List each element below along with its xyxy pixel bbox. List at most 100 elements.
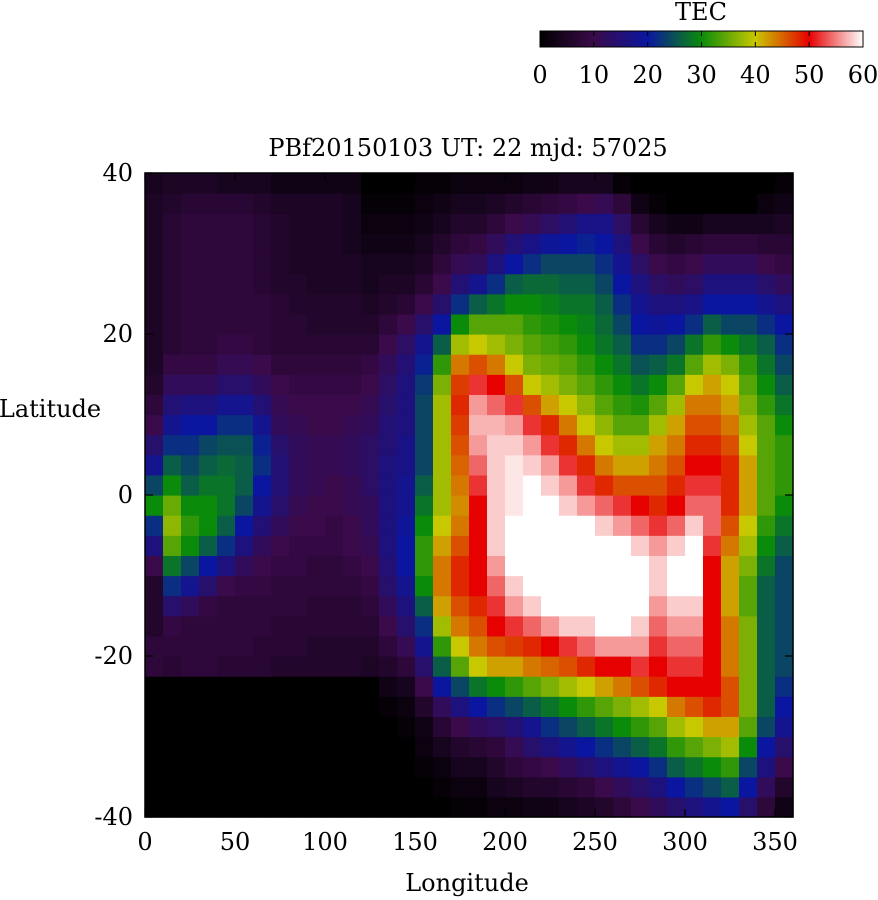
heatmap-cell xyxy=(397,656,416,677)
heatmap-cell xyxy=(505,696,524,717)
heatmap-cell xyxy=(559,233,578,255)
heatmap-cell xyxy=(667,474,686,496)
heatmap-cell xyxy=(487,575,506,597)
heatmap-cell xyxy=(397,615,416,637)
heatmap-cell xyxy=(487,796,506,818)
heatmap-cell xyxy=(145,193,164,214)
heatmap-cell xyxy=(163,414,182,436)
heatmap-cell xyxy=(487,273,506,295)
heatmap-cell xyxy=(289,434,308,456)
heatmap-cell xyxy=(595,656,614,677)
heatmap-cell xyxy=(343,716,362,738)
heatmap-cell xyxy=(577,635,596,657)
heatmap-cell xyxy=(217,676,236,697)
heatmap-cell xyxy=(361,595,380,617)
heatmap-cell xyxy=(235,414,254,436)
heatmap-cell xyxy=(433,575,452,597)
heatmap-cell xyxy=(541,454,560,476)
heatmap-cell xyxy=(775,213,794,234)
heatmap-cell xyxy=(523,213,542,234)
heatmap-cell xyxy=(541,293,560,315)
heatmap-cell xyxy=(163,656,182,677)
heatmap-cell xyxy=(739,233,758,255)
heatmap-cell xyxy=(469,756,488,778)
heatmap-cell xyxy=(613,414,632,436)
heatmap-cell xyxy=(451,354,470,375)
heatmap-cell xyxy=(145,213,164,234)
heatmap-cell xyxy=(595,555,614,577)
heatmap-cell xyxy=(199,213,218,234)
heatmap-cell xyxy=(559,635,578,657)
heatmap-cell xyxy=(325,374,344,395)
heatmap-cell xyxy=(271,253,290,275)
heatmap-cell xyxy=(253,716,272,738)
heatmap-cell xyxy=(559,173,578,194)
heatmap-cell xyxy=(253,474,272,496)
heatmap-cell xyxy=(163,495,182,516)
heatmap-cell xyxy=(631,575,650,597)
heatmap-cell xyxy=(523,474,542,496)
heatmap-cell xyxy=(451,656,470,677)
heatmap-cell xyxy=(595,334,614,355)
heatmap-cell xyxy=(577,454,596,476)
heatmap-cell xyxy=(181,696,200,717)
heatmap-cell xyxy=(667,676,686,697)
heatmap-cell xyxy=(289,696,308,717)
heatmap-cell xyxy=(307,213,326,234)
heatmap-cell xyxy=(685,474,704,496)
heatmap-cell xyxy=(181,635,200,657)
heatmap-cell xyxy=(631,515,650,536)
heatmap-cell xyxy=(451,434,470,456)
heatmap-cell xyxy=(595,635,614,657)
heatmap-cell xyxy=(739,173,758,194)
heatmap-cell xyxy=(721,796,740,818)
heatmap-cell xyxy=(163,736,182,758)
heatmap-cell xyxy=(631,595,650,617)
heatmap-cell xyxy=(307,656,326,677)
heatmap-cell xyxy=(145,293,164,315)
heatmap-cell xyxy=(667,776,686,798)
heatmap-cell xyxy=(343,374,362,395)
heatmap-cell xyxy=(289,656,308,677)
heatmap-cell xyxy=(307,495,326,516)
heatmap-cell xyxy=(757,193,776,214)
heatmap-cell xyxy=(595,394,614,416)
heatmap-cell xyxy=(631,394,650,416)
heatmap-cell xyxy=(613,474,632,496)
heatmap-cell xyxy=(631,555,650,577)
heatmap-cell xyxy=(415,454,434,476)
heatmap-cell xyxy=(649,313,668,335)
heatmap-cell xyxy=(181,595,200,617)
heatmap-cell xyxy=(289,334,308,355)
heatmap-cell xyxy=(307,334,326,355)
heatmap-cell xyxy=(397,374,416,395)
heatmap-cell xyxy=(217,756,236,778)
heatmap-cell xyxy=(145,354,164,375)
heatmap-cell xyxy=(523,354,542,375)
heatmap-cell xyxy=(775,716,794,738)
heatmap-cell xyxy=(667,233,686,255)
heatmap-cell xyxy=(181,253,200,275)
heatmap-cell xyxy=(739,696,758,717)
heatmap-cell xyxy=(469,495,488,516)
heatmap-cell xyxy=(397,796,416,818)
heatmap-cell xyxy=(703,635,722,657)
heatmap-cell xyxy=(685,535,704,556)
heatmap-cell xyxy=(451,414,470,436)
heatmap-cell xyxy=(721,515,740,536)
heatmap-cell xyxy=(433,374,452,395)
heatmap-cell xyxy=(415,173,434,194)
heatmap-cell xyxy=(541,555,560,577)
heatmap-cell xyxy=(523,495,542,516)
heatmap-cell xyxy=(451,173,470,194)
heatmap-cell xyxy=(343,656,362,677)
heatmap-cell xyxy=(505,796,524,818)
heatmap-cell xyxy=(235,233,254,255)
heatmap-cell xyxy=(541,495,560,516)
heatmap-cell xyxy=(469,233,488,255)
heatmap-cell xyxy=(199,555,218,577)
heatmap-cell xyxy=(289,756,308,778)
heatmap-cell xyxy=(613,696,632,717)
heatmap-cell xyxy=(667,253,686,275)
heatmap-cell xyxy=(289,535,308,556)
